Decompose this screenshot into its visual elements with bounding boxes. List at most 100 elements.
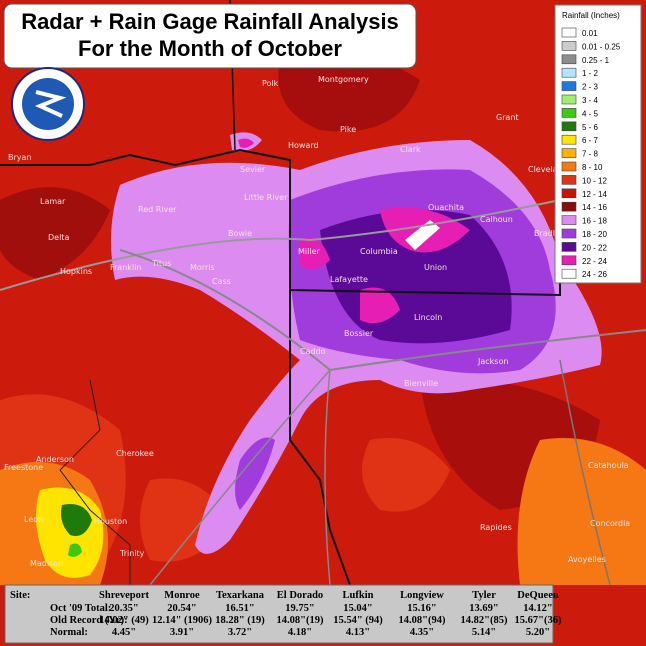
table-cell: 4.18" — [288, 627, 312, 638]
place-label: Hopkins — [60, 267, 92, 276]
place-label: Polk — [262, 79, 279, 88]
place-label: Red River — [138, 205, 177, 214]
borders — [0, 0, 646, 586]
legend-swatch — [561, 27, 577, 38]
place-label: Cass — [212, 277, 231, 286]
table-cell: 3.72" — [228, 627, 252, 638]
legend-label: 5 - 6 — [582, 123, 599, 132]
subtitle: For the Month of October — [78, 36, 342, 61]
legend-label: 0.01 — [582, 29, 598, 38]
title-box — [3, 3, 417, 69]
legend-label: 14 - 16 — [582, 203, 607, 212]
legend-swatch — [561, 94, 577, 105]
place-label: Avoyelles — [568, 555, 606, 564]
legend-label: 4 - 5 — [582, 109, 599, 118]
legend-swatch — [561, 81, 577, 91]
legend-swatch — [561, 268, 577, 279]
place-label: Ouachita — [428, 203, 464, 212]
legend-label: 18 - 20 — [582, 230, 607, 239]
legend-label: 8 - 10 — [582, 163, 603, 172]
table-cell: 14.12" — [523, 603, 552, 614]
legend-swatch — [561, 148, 577, 158]
legend-label: 0.01 - 0.25 — [582, 42, 621, 51]
table-cell: Shreveport — [99, 590, 149, 601]
place-label: Lafayette — [330, 275, 368, 284]
place-label: Delta — [48, 233, 69, 242]
place-label: Morris — [190, 263, 215, 272]
place-label: Cherokee — [116, 449, 154, 458]
place-label: Bowie — [228, 229, 252, 238]
table-cell: Longview — [400, 590, 444, 601]
table-cell: 12.14" (1906) — [152, 615, 213, 626]
legend-label: 2 - 3 — [582, 83, 599, 92]
place-label: Pike — [340, 125, 356, 134]
place-label: Concordia — [590, 519, 630, 528]
place-label: Bryan — [8, 153, 31, 162]
place-label: Trinity — [119, 549, 145, 558]
legend-label: 3 - 4 — [582, 96, 599, 105]
table-cell: 18.28" (19) — [215, 615, 265, 626]
table-cell: 20.54" — [167, 603, 196, 614]
table-cell: 5.20" — [526, 627, 550, 638]
place-label: Miller — [298, 247, 320, 256]
place-label: Madison — [30, 559, 63, 568]
place-label: Anderson — [36, 455, 74, 464]
table-row-label: Normal: — [50, 627, 88, 638]
legend-swatch — [561, 215, 577, 225]
table-cell: Lufkin — [343, 590, 374, 601]
rain-field — [0, 53, 646, 585]
data-table: Site: Shreveport Monroe Texarkana El Dorado L… — [10, 590, 562, 638]
legend-swatch — [561, 201, 577, 212]
table-cell: 16.51" — [225, 603, 254, 614]
table-cell: 4.45" — [112, 627, 136, 638]
table-cell: 15.67"(36) — [515, 615, 562, 626]
place-label: Bossier — [344, 329, 374, 338]
legend-label: 20 - 22 — [582, 243, 607, 252]
legend-swatch — [561, 108, 577, 118]
place-label: Jackson — [477, 357, 508, 366]
table-row-label: Site: — [10, 590, 30, 601]
table-cell: Monroe — [164, 590, 200, 601]
legend-swatch — [561, 175, 577, 185]
legend-title: Rainfall (Inches) — [562, 11, 620, 20]
place-label: Lamar — [40, 197, 66, 206]
legend-swatch — [561, 188, 577, 199]
table-cell: 14.08"(94) — [399, 615, 446, 626]
place-label: Montgomery — [318, 75, 369, 84]
table-cell: 14.08"(19) — [277, 615, 324, 626]
place-label: Howard — [288, 141, 319, 150]
data-table-box — [4, 584, 554, 644]
legend-label: 6 - 7 — [582, 136, 599, 145]
legend-label: 24 - 26 — [582, 270, 607, 279]
place-label: Rapides — [480, 523, 512, 532]
legend-swatch — [561, 134, 577, 145]
table-cell: 3.91" — [170, 627, 194, 638]
table-cell: Tyler — [472, 590, 496, 601]
place-labels: Polk Montgomery Pike Howard Grant Clark … — [4, 75, 630, 568]
table-cell: 15.54" (94) — [333, 615, 383, 626]
place-label: Columbia — [360, 247, 398, 256]
place-label: Clark — [400, 145, 421, 154]
legend-label: 0.25 - 1 — [582, 56, 610, 65]
legend-swatch — [561, 41, 577, 51]
legend-swatch — [561, 228, 577, 239]
legend-swatch — [561, 161, 577, 172]
place-label: Houston — [94, 517, 127, 526]
table-cell: 14.82"(85) — [461, 615, 508, 626]
table-row-label: Oct '09 Total: — [50, 603, 111, 614]
table-cell: El Dorado — [277, 590, 323, 601]
place-label: Little River — [244, 193, 288, 202]
place-label: Titus — [151, 259, 171, 268]
title: Radar + Rain Gage Rainfall Analysis — [21, 9, 399, 34]
place-label: Lincoln — [414, 313, 442, 322]
legend-swatch — [561, 242, 577, 252]
table-cell: Texarkana — [216, 590, 265, 601]
table-cell: 5.14" — [472, 627, 496, 638]
legend-label: 10 - 12 — [582, 176, 607, 185]
table-cell: 15.04" — [343, 603, 372, 614]
place-label: Union — [424, 263, 447, 272]
legend-label: 12 - 14 — [582, 190, 607, 199]
legend-swatch — [561, 255, 577, 266]
legend-label: 7 - 8 — [582, 150, 599, 159]
